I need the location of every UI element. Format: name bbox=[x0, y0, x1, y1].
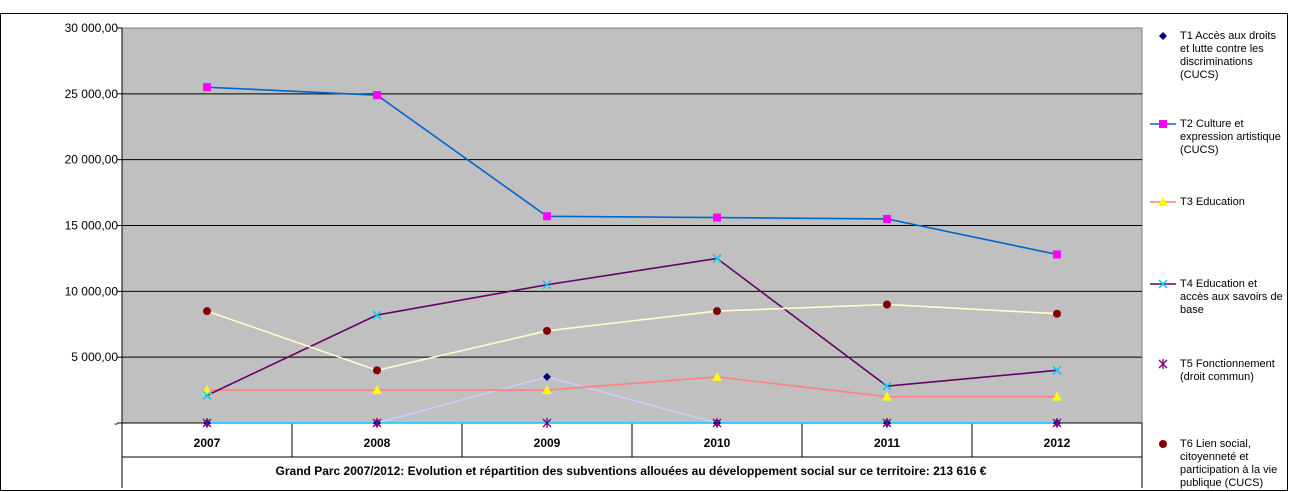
legend-symbol-t4 bbox=[1150, 279, 1176, 289]
series-lines bbox=[206, 86, 1058, 424]
x-tick-label: 2011 bbox=[874, 436, 900, 450]
legend-symbol-t3 bbox=[1150, 197, 1176, 206]
data-point-t2 bbox=[713, 213, 721, 222]
legend-marker bbox=[1158, 197, 1168, 206]
data-point-t5 bbox=[542, 418, 552, 428]
data-point-t5 bbox=[882, 418, 892, 428]
data-point-t6 bbox=[713, 307, 721, 316]
legend-marker bbox=[1159, 120, 1167, 128]
data-point-t5 bbox=[712, 418, 722, 428]
data-point-t6 bbox=[543, 326, 551, 335]
data-point-t5 bbox=[372, 418, 382, 428]
y-tick-label: 20 000,00 bbox=[65, 153, 119, 167]
y-axis: 30 000,00 25 000,00 20 000,00 15 000,00 10 0… bbox=[65, 21, 123, 430]
data-point-t4 bbox=[542, 280, 552, 290]
data-point-t1 bbox=[543, 372, 551, 381]
data-point-t4 bbox=[712, 253, 722, 263]
legend-marker bbox=[1158, 279, 1168, 289]
data-point-t2 bbox=[203, 83, 211, 92]
data-point-t6 bbox=[1053, 309, 1061, 318]
y-tick-label: 25 000,00 bbox=[65, 87, 119, 101]
data-point-t5 bbox=[202, 418, 212, 428]
data-point-t2 bbox=[543, 212, 551, 221]
data-point-t3 bbox=[542, 385, 552, 395]
series-markers bbox=[202, 83, 1062, 428]
gridlines bbox=[122, 93, 1142, 358]
data-point-t2 bbox=[373, 91, 381, 100]
y-tick-label: 30 000,00 bbox=[65, 21, 119, 35]
legend-symbol-t1 bbox=[1159, 32, 1167, 40]
legend-marker bbox=[1159, 440, 1167, 448]
legend-marker bbox=[1159, 32, 1167, 40]
legend-marker bbox=[1158, 359, 1168, 369]
x-tick-label: 2010 bbox=[704, 436, 731, 450]
data-point-t6 bbox=[203, 307, 211, 316]
series-line-t4 bbox=[206, 257, 1058, 397]
x-tick-label: 2009 bbox=[534, 436, 561, 450]
y-tick-label: 15 000,00 bbox=[65, 219, 119, 233]
legend-label: T5 Fonctionnement (droit commun) bbox=[1180, 358, 1275, 383]
legend-symbol-t5 bbox=[1158, 359, 1168, 369]
data-point-t4 bbox=[202, 390, 212, 400]
chart-caption: Grand Parc 2007/2012: Evolution et répar… bbox=[275, 464, 987, 478]
data-point-t4 bbox=[882, 381, 892, 391]
y-tick-label: 10 000,00 bbox=[65, 284, 119, 298]
series-line-t3 bbox=[207, 376, 1057, 398]
series-line-t6 bbox=[206, 303, 1058, 372]
data-point-t4 bbox=[1052, 365, 1062, 375]
legend-label: T2 Culture et expression artistique (CUC… bbox=[1180, 118, 1281, 156]
data-point-t3 bbox=[712, 371, 722, 381]
legend-symbol-t2 bbox=[1150, 120, 1176, 128]
data-point-t6 bbox=[373, 366, 381, 375]
series-line-t2 bbox=[206, 86, 1058, 256]
x-tick-label: 2008 bbox=[364, 436, 391, 450]
data-point-t6 bbox=[883, 300, 891, 309]
data-point-t5 bbox=[1052, 418, 1062, 428]
legend-label: T6 Lien social, citoyenneté et participa… bbox=[1180, 438, 1278, 489]
x-tick-label: 2007 bbox=[194, 436, 221, 450]
data-point-t2 bbox=[1053, 250, 1061, 259]
data-point-t3 bbox=[1052, 391, 1062, 401]
data-point-t2 bbox=[883, 214, 891, 223]
legend-symbol-t6 bbox=[1159, 440, 1167, 448]
data-point-t4 bbox=[372, 310, 382, 320]
data-point-t3 bbox=[372, 385, 382, 395]
x-tick-label: 2012 bbox=[1044, 436, 1071, 450]
legend-label: T3 Education bbox=[1180, 196, 1245, 208]
legend-label: T4 Education et accès aux savoirs de bas… bbox=[1180, 278, 1283, 316]
y-tick-label: 5 000,00 bbox=[71, 350, 118, 364]
data-point-t3 bbox=[882, 391, 892, 401]
legend-label: T1 Accès aux droits et lutte contre les … bbox=[1180, 30, 1276, 81]
y-tick-label: - bbox=[114, 416, 118, 430]
